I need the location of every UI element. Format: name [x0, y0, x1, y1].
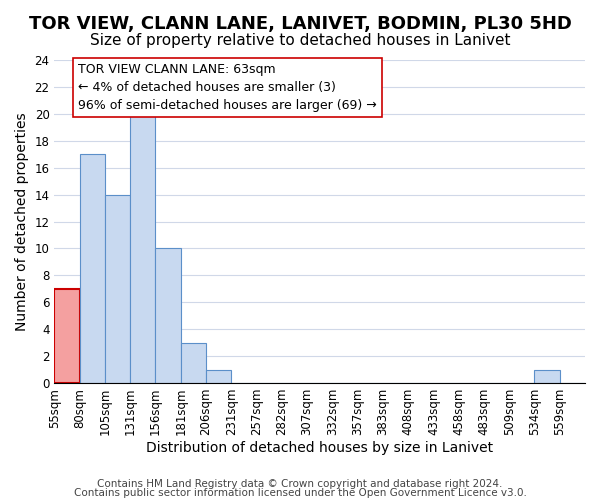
Text: TOR VIEW CLANN LANE: 63sqm
← 4% of detached houses are smaller (3)
96% of semi-d: TOR VIEW CLANN LANE: 63sqm ← 4% of detac… — [79, 62, 377, 112]
Y-axis label: Number of detached properties: Number of detached properties — [15, 112, 29, 331]
Bar — [130, 114, 155, 383]
Bar — [155, 248, 181, 383]
Text: TOR VIEW, CLANN LANE, LANIVET, BODMIN, PL30 5HD: TOR VIEW, CLANN LANE, LANIVET, BODMIN, P… — [29, 15, 571, 33]
Bar — [105, 194, 130, 383]
Bar — [80, 154, 105, 383]
Bar — [181, 342, 206, 383]
X-axis label: Distribution of detached houses by size in Lanivet: Distribution of detached houses by size … — [146, 441, 493, 455]
Text: Size of property relative to detached houses in Lanivet: Size of property relative to detached ho… — [90, 32, 510, 48]
Text: Contains public sector information licensed under the Open Government Licence v3: Contains public sector information licen… — [74, 488, 526, 498]
Bar — [55, 289, 80, 383]
Bar — [535, 370, 560, 383]
Text: Contains HM Land Registry data © Crown copyright and database right 2024.: Contains HM Land Registry data © Crown c… — [97, 479, 503, 489]
Bar — [206, 370, 231, 383]
